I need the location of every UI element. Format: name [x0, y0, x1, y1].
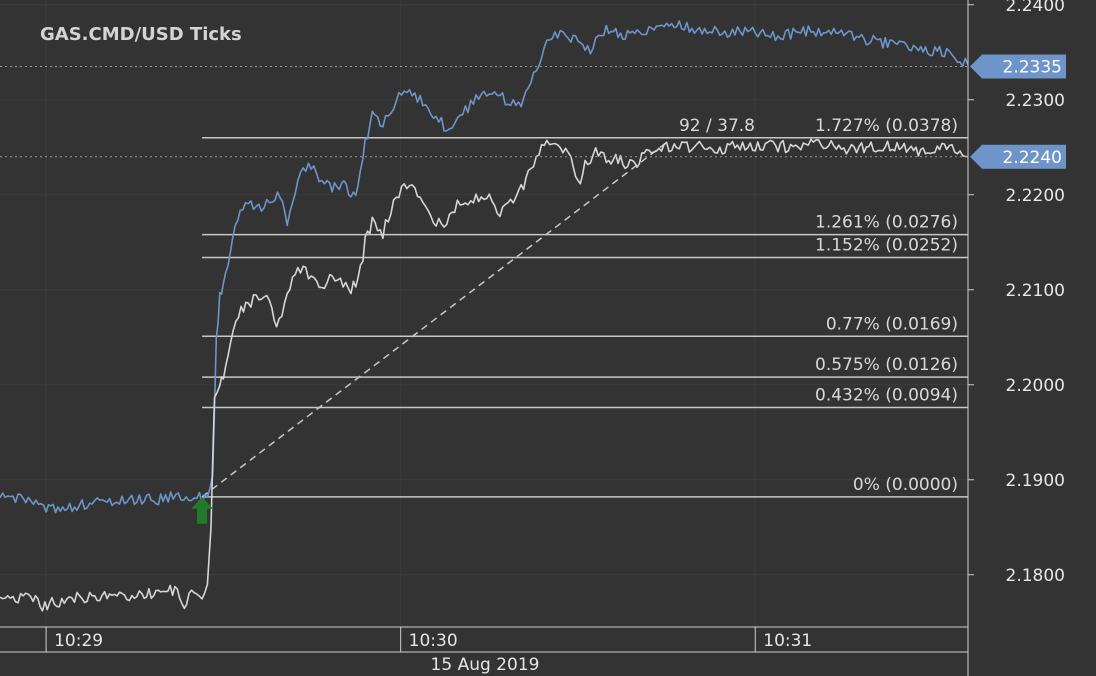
x-tick-label: 10:31 [763, 631, 812, 651]
fib-level-label: 1.152% (0.0252) [815, 235, 958, 255]
y-tick-label: 2.2400 [1006, 0, 1065, 16]
price-badges: 2.2335 2.2240 [970, 54, 1066, 169]
fib-level-label: 0.77% (0.0169) [826, 314, 958, 334]
y-tick-label: 2.1800 [1006, 566, 1065, 586]
date-label: 15 Aug 2019 [431, 655, 540, 675]
y-axis[interactable]: 2.2400 2.2300 2.2200 2.2100 2.2000 2.1900 2.18… [968, 0, 1065, 586]
fib-stats-label: 92 / 37.8 [679, 116, 755, 136]
x-tick-label: 10:30 [409, 631, 458, 651]
up-arrow-icon [191, 496, 214, 524]
fib-trend-line[interactable] [201, 141, 668, 498]
ask-price-line[interactable] [0, 20, 969, 514]
fib-level-label: 0.575% (0.0126) [815, 355, 958, 375]
ask-price-badge-label: 2.2335 [1003, 58, 1062, 78]
y-tick-label: 2.2100 [1006, 281, 1065, 301]
x-tick-label: 10:29 [54, 631, 103, 651]
y-tick-label: 2.2200 [1006, 186, 1065, 206]
grid [0, 0, 1096, 627]
bid-price-line[interactable] [0, 138, 969, 612]
entry-marker [191, 496, 214, 524]
bid-price-badge-label: 2.2240 [1003, 148, 1062, 168]
fibonacci-levels[interactable]: 1.727% (0.0378) 1.261% (0.0276)1.152% (0.… [201, 116, 968, 498]
fib-level-label: 0.432% (0.0094) [815, 386, 958, 406]
price-series[interactable] [0, 20, 969, 612]
fib-level-label: 1.261% (0.0276) [815, 213, 958, 233]
chart-title: GAS.CMD/USD Ticks [40, 24, 242, 45]
bid-price-badge [970, 144, 1066, 169]
y-tick-label: 2.2300 [1006, 91, 1065, 111]
ask-price-badge [970, 54, 1066, 79]
y-tick-label: 2.2000 [1006, 376, 1065, 396]
fib-level-label: 1.727% (0.0378) [815, 116, 958, 136]
current-price-lines [0, 66, 968, 158]
fib-level-label: 0% (0.0000) [853, 475, 958, 495]
y-tick-label: 2.1900 [1006, 471, 1065, 491]
